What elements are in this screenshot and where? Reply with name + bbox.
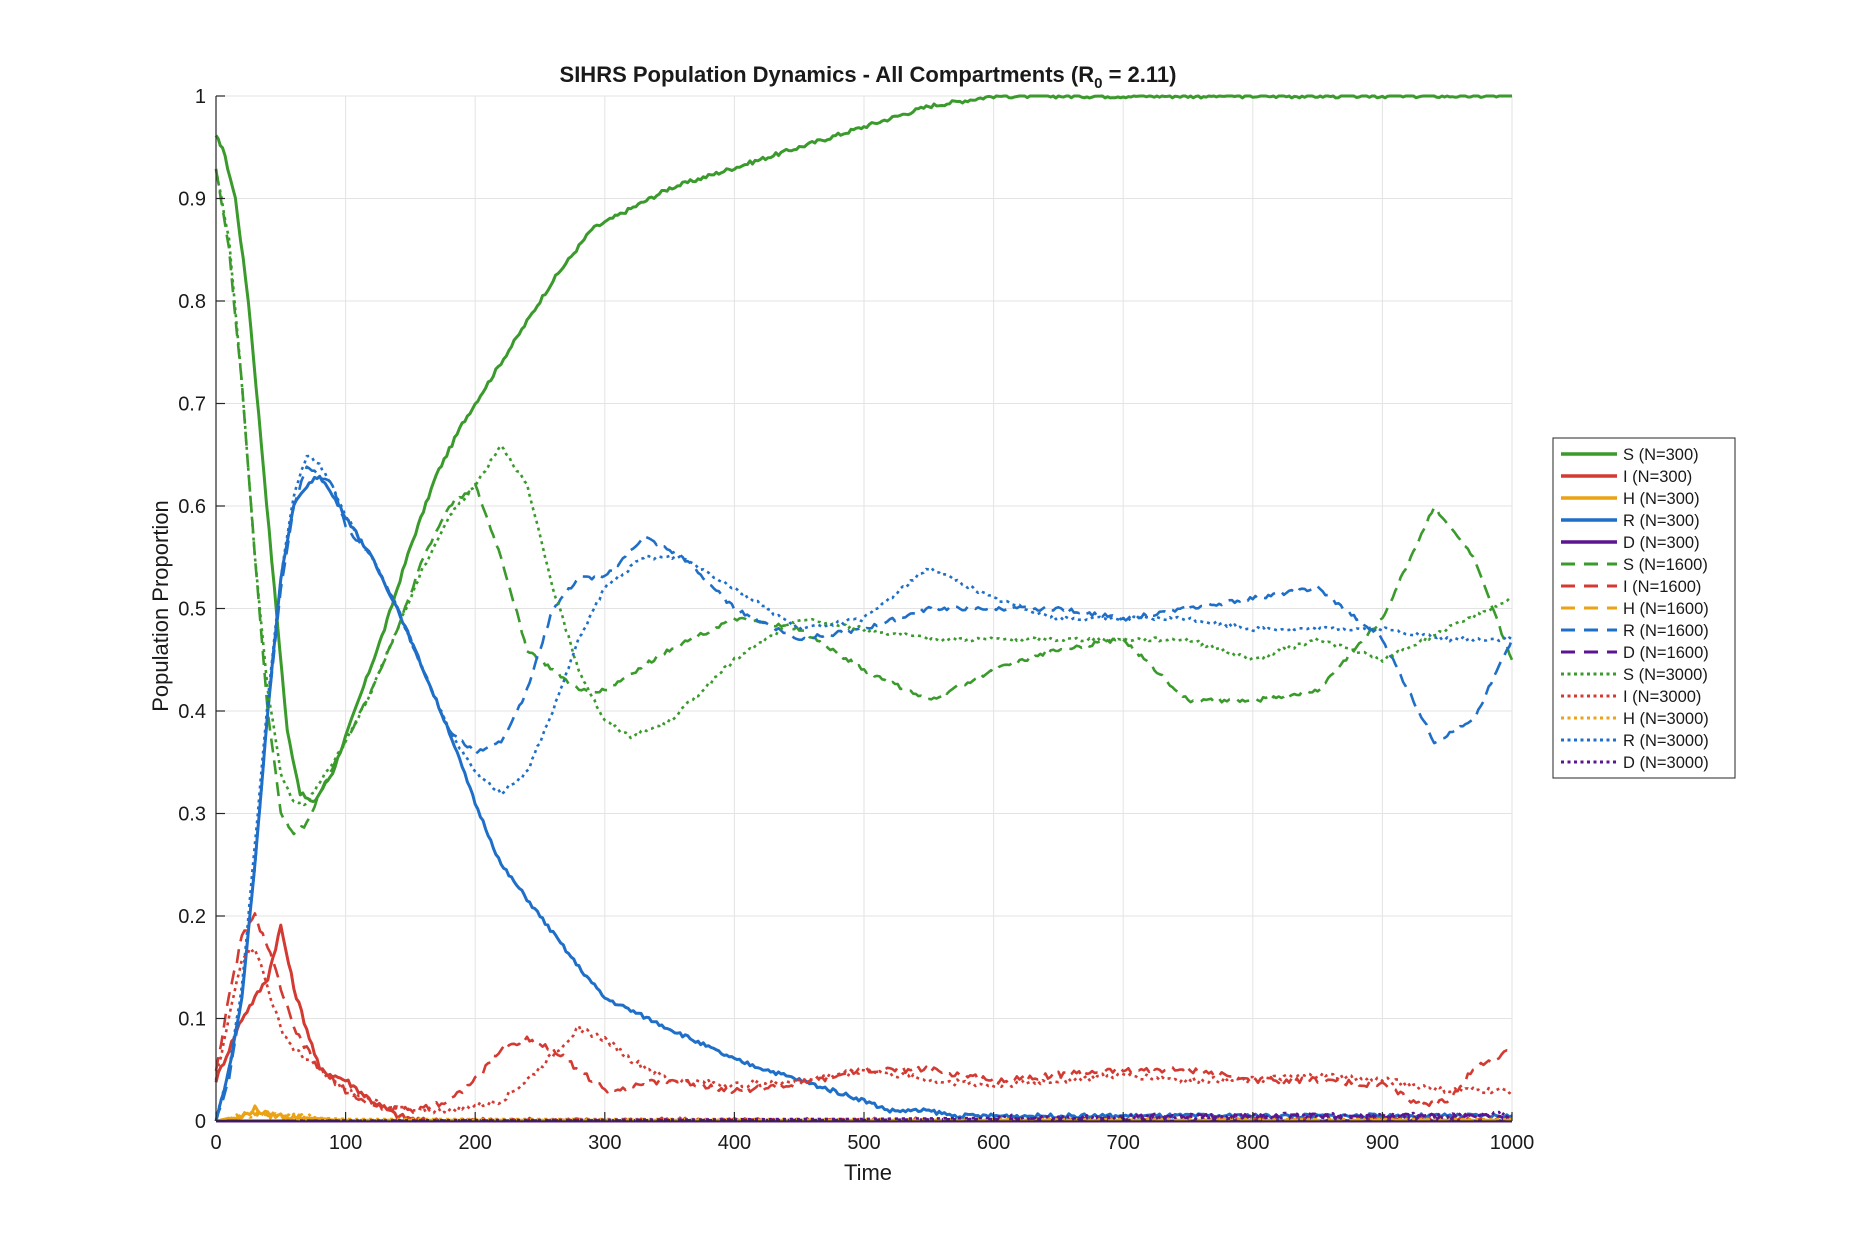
axes [215, 95, 1513, 1122]
series-line-i-dotted [214, 947, 1513, 1115]
legend-label: D (N=3000) [1623, 754, 1709, 772]
y-tick-label: 0.8 [178, 291, 206, 313]
x-tick-label: 700 [1107, 1132, 1140, 1154]
legend-label: I (N=1600) [1623, 578, 1701, 596]
series-line-i-dashed [214, 912, 1513, 1114]
x-tick-label: 800 [1236, 1132, 1269, 1154]
chart-title-end: = 2.11) [1102, 62, 1176, 87]
legend-label: D (N=300) [1623, 534, 1700, 552]
y-tick-label: 0.6 [178, 496, 206, 518]
legend-label: S (N=3000) [1623, 666, 1708, 684]
legend-label: H (N=3000) [1623, 710, 1709, 728]
legend-label: S (N=1600) [1623, 556, 1708, 574]
legend: S (N=300) I (N=300) H (N=300) R (N=300) D (N… [1552, 437, 1736, 779]
legend-label: H (N=1600) [1623, 600, 1709, 618]
x-tick-label: 300 [588, 1132, 621, 1154]
legend-label: H (N=300) [1623, 490, 1700, 508]
chart-title-subscript: 0 [1094, 75, 1102, 92]
x-tick-label: 900 [1366, 1132, 1399, 1154]
y-tick-label: 0.2 [178, 906, 206, 928]
legend-box [1552, 437, 1736, 779]
legend-label: R (N=1600) [1623, 622, 1709, 640]
x-tick-label: 600 [977, 1132, 1010, 1154]
x-axis-label: Time [844, 1160, 892, 1185]
y-tick-label: 0.7 [178, 394, 206, 416]
legend-label: S (N=300) [1623, 446, 1699, 464]
series-line-s-dashed [214, 169, 1514, 836]
x-tick-label: 500 [847, 1132, 880, 1154]
legend-label: I (N=3000) [1623, 688, 1701, 706]
y-tick-label: 1 [195, 86, 206, 108]
x-tick-label: 400 [718, 1132, 751, 1154]
y-tick-label: 0.5 [178, 599, 206, 621]
x-tick-label: 1000 [1490, 1132, 1535, 1154]
tick-labels: 0 100 200 300 400 500 600 700 800 900 1000 0 0.1 0.2 0… [178, 86, 1534, 1154]
chart-title: SIHRS Population Dynamics - All Compartm… [560, 62, 1177, 92]
series-line-r-dotted [214, 454, 1513, 1122]
legend-label: I (N=300) [1623, 468, 1692, 486]
x-tick-label: 0 [210, 1132, 221, 1154]
y-tick-label: 0.3 [178, 804, 206, 826]
y-tick-label: 0.9 [178, 189, 206, 211]
x-tick-label: 200 [459, 1132, 492, 1154]
chart-title-main: SIHRS Population Dynamics - All Compartm… [560, 62, 1095, 87]
grid [215, 95, 1513, 1122]
series-line-s-dotted [214, 168, 1513, 807]
y-tick-label: 0 [195, 1111, 206, 1133]
y-tick-label: 0.4 [178, 701, 206, 723]
x-tick-label: 100 [329, 1132, 362, 1154]
legend-label: R (N=3000) [1623, 732, 1709, 750]
series-line-h-dotted [215, 1111, 1512, 1123]
legend-label: D (N=1600) [1623, 644, 1709, 662]
legend-label: R (N=300) [1623, 512, 1700, 530]
series-line-s-solid [214, 94, 1512, 804]
y-axis-label: Population Proportion [148, 500, 173, 712]
y-tick-label: 0.1 [178, 1009, 206, 1031]
